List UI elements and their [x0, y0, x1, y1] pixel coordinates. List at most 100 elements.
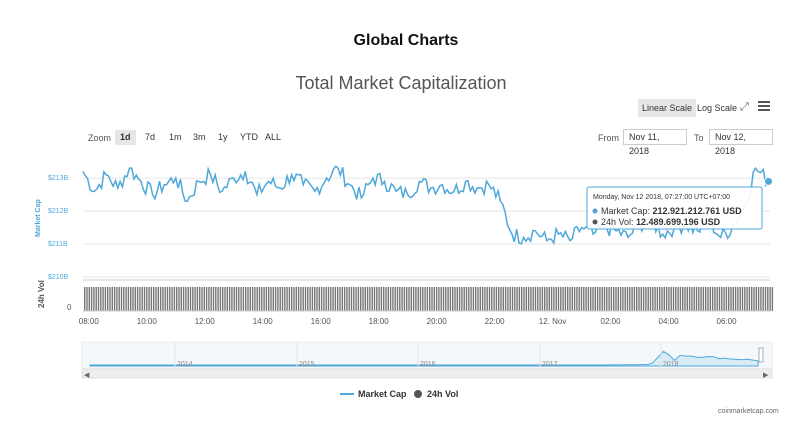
vol-bar: [415, 287, 417, 311]
scroll-right-arrow[interactable]: ▶: [763, 372, 769, 379]
vol-bar: [638, 287, 640, 311]
vol-bar: [702, 287, 705, 311]
vol-bar: [412, 287, 415, 311]
tooltip-vol-label: 24h Vol:: [601, 217, 636, 227]
from-date-input[interactable]: Nov 11, 2018: [623, 129, 687, 156]
navigator-handle[interactable]: [758, 347, 764, 363]
vol-bar: [155, 287, 157, 311]
vol-bar: [507, 287, 509, 311]
vol-bar: [755, 287, 757, 311]
vol-bar: [196, 287, 199, 311]
vol-bar: [327, 287, 330, 311]
linear-scale-button[interactable]: Linear Scale: [638, 99, 697, 117]
vol-bar: [580, 287, 583, 311]
vol-bar: [180, 287, 182, 311]
navigator-tick-label: 2018: [663, 361, 679, 368]
vol-bar: [258, 287, 261, 311]
vol-bar: [132, 287, 134, 311]
zoom-7d-button[interactable]: 7d: [145, 132, 156, 142]
vol-bar: [235, 287, 238, 311]
svg-text:24h Vol: 12.489.699.196 USD: 24h Vol: 12.489.699.196 USD: [601, 217, 721, 227]
vol-bar: [371, 287, 373, 311]
vol-bar: [737, 287, 739, 311]
vol-bar: [748, 287, 751, 311]
vol-bar: [297, 287, 300, 311]
y-tick-label: $210B: [48, 274, 69, 281]
vol-bar: [576, 287, 578, 311]
zoom-ytd-button[interactable]: YTD: [240, 132, 258, 142]
zoom-1d-button[interactable]: 1d: [115, 130, 136, 145]
vol-bar: [185, 287, 187, 311]
fullscreen-icon[interactable]: ⤢: [740, 101, 749, 113]
vol-bar: [659, 287, 661, 311]
vol-bar: [744, 287, 746, 311]
vol-bar: [527, 287, 530, 311]
legend-market-cap[interactable]: Market Cap: [340, 389, 407, 399]
vol-bar: [769, 287, 771, 311]
vol-bar: [509, 287, 511, 311]
vol-bar: [714, 287, 716, 311]
tooltip-market-cap-label: Market Cap:: [601, 206, 653, 216]
y-tick-label: $212B: [48, 208, 69, 215]
vol-bar: [107, 287, 109, 311]
vol-bar: [362, 287, 364, 311]
vol-bar: [205, 287, 208, 311]
hamburger-menu-icon[interactable]: [758, 101, 770, 113]
scroll-left-arrow[interactable]: ◀: [84, 372, 90, 379]
vol-bar: [707, 287, 709, 311]
source-credit[interactable]: coinmarketcap.com: [718, 408, 779, 415]
vol-bar: [187, 287, 189, 311]
vol-bar: [247, 287, 249, 311]
vol-bar: [454, 287, 456, 311]
vol-bar: [311, 287, 314, 311]
vol-bar: [546, 287, 548, 311]
vol-bar: [325, 287, 327, 311]
vol-bar: [419, 287, 422, 311]
vol-bar: [182, 287, 185, 311]
zoom-3m-button[interactable]: 3m: [193, 132, 206, 142]
vol-bar: [764, 287, 767, 311]
vol-bar: [691, 287, 693, 311]
vol-bar: [348, 287, 350, 311]
navigator[interactable]: 2014 2015 2016 2017 2018 ◀ ▶: [81, 341, 773, 379]
vol-bar: [452, 287, 454, 311]
vol-bar: [615, 287, 617, 311]
log-scale-button[interactable]: Log Scale: [697, 103, 738, 113]
vol-bar: [403, 287, 406, 311]
vol-bar: [357, 287, 360, 311]
x-tick-label: 04:00: [659, 317, 680, 326]
x-tick-label: 06:00: [717, 317, 738, 326]
vol-bar: [300, 287, 302, 311]
vol-bar: [500, 287, 502, 311]
zoom-1m-button[interactable]: 1m: [169, 132, 182, 142]
vol-bar: [130, 287, 132, 311]
legend-24h-vol[interactable]: 24h Vol: [414, 389, 458, 399]
vol-bar: [693, 287, 695, 311]
vol-bar: [647, 287, 649, 311]
vol-bar: [751, 287, 753, 311]
tooltip-header: Monday, Nov 12 2018, 07:27:00 UTC+07:00: [593, 194, 730, 201]
vol-bar: [302, 287, 304, 311]
to-date-input[interactable]: Nov 12, 2018: [709, 129, 773, 156]
vol-bar: [339, 287, 341, 311]
vol-bar: [366, 287, 369, 311]
vol-bar: [470, 287, 472, 311]
x-tick-label: 02:00: [601, 317, 622, 326]
vol-bar: [401, 287, 403, 311]
vol-bar: [355, 287, 357, 311]
vol-bar: [120, 287, 123, 311]
legend-vol-label: 24h Vol: [427, 389, 459, 399]
zoom-all-button[interactable]: ALL: [265, 132, 282, 142]
vol-bar: [698, 287, 700, 311]
vol-bar: [224, 287, 226, 311]
zoom-1y-button[interactable]: 1y: [218, 132, 228, 142]
vol-tick-0: 0: [67, 303, 72, 312]
navigator-scrollbar[interactable]: [81, 368, 773, 379]
x-tick-label: 20:00: [427, 317, 448, 326]
vol-bar: [104, 287, 107, 311]
vol-bar: [143, 287, 146, 311]
vol-bar: [194, 287, 196, 311]
vol-bar: [670, 287, 672, 311]
vol-bar: [435, 287, 438, 311]
